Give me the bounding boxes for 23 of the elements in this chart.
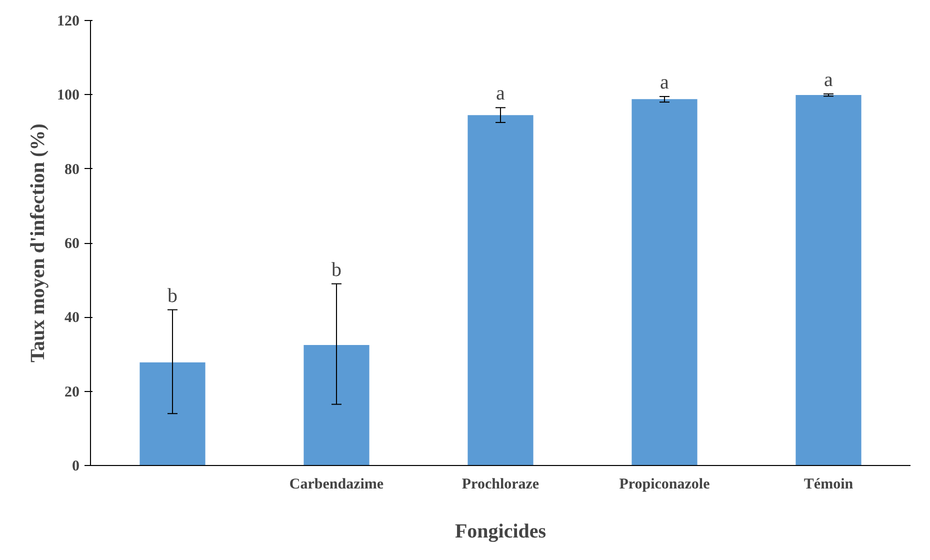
y-tick-label: 40 (64, 310, 80, 326)
y-tick-label: 60 (64, 236, 80, 252)
y-tick-label: 20 (64, 384, 80, 400)
annotation: a (496, 82, 506, 105)
bar (796, 95, 862, 466)
bar (140, 362, 206, 466)
x-axis-title: Fongicides (454, 520, 546, 542)
bar (632, 99, 698, 466)
bar (304, 344, 370, 466)
x-tick-label: Témoin (804, 476, 854, 492)
x-tick-label: Propiconazole (619, 476, 710, 492)
annotation: a (660, 72, 670, 94)
y-tick-label: 80 (64, 162, 80, 178)
annotation: b (332, 258, 342, 281)
y-tick-label: 0 (72, 458, 80, 474)
x-tick-label: Prochloraze (462, 476, 540, 492)
y-tick-label: 100 (57, 88, 80, 104)
annotation: b (168, 284, 178, 307)
x-tick-label: Carbendazime (289, 476, 384, 492)
annotation: a (824, 68, 834, 91)
bar (468, 115, 534, 466)
y-axis-title: Taux moyen d'infection (%) (27, 124, 49, 362)
y-tick-label: 120 (57, 14, 80, 30)
